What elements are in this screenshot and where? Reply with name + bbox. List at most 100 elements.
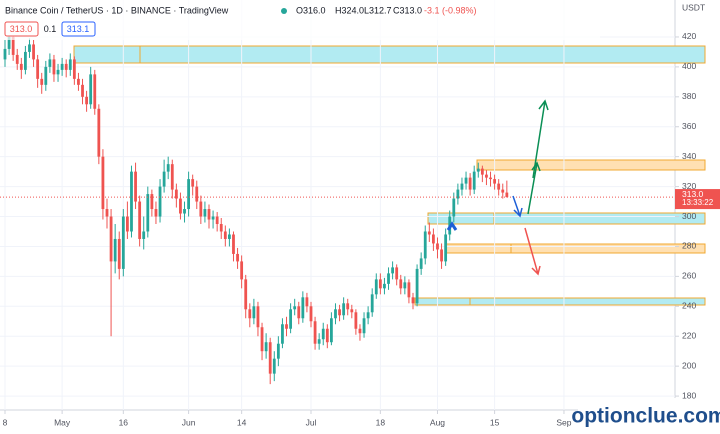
candle-body [89,74,93,105]
candle-body [440,249,443,262]
candle-body [170,164,174,190]
candle-body [48,59,52,67]
last-price-tag [675,189,720,210]
candle-body [289,309,292,329]
candle-body [330,318,333,343]
ohlc-value: C313.0 [393,5,422,15]
candle-body [248,309,252,319]
y-tick-label: 280 [682,241,696,251]
candle-body [44,66,48,85]
marker [446,221,458,231]
candle-body [452,198,456,217]
change: -3.1 (-0.98%) [424,5,477,15]
buy-price: 313.1 [67,24,90,34]
zone [476,159,706,171]
candle-body [228,234,231,239]
candle-body [334,309,337,319]
y-tick-label: 420 [682,31,696,41]
x-tick-label: 14 [237,417,247,427]
candle-body [297,306,301,319]
x-tick-label: 15 [490,417,500,427]
candle-body [505,192,509,198]
candle-body [240,261,244,280]
candle-body [301,297,305,319]
candle-body [3,48,7,60]
y-tick-label: 380 [682,91,696,101]
candle-body [7,36,11,49]
sell-price: 313.0 [10,24,33,34]
candle-body [485,174,488,178]
candle-body [72,59,76,79]
zone [414,297,706,306]
candle-body [93,74,97,109]
countdown: 13:33:22 [682,198,714,207]
candle-body [56,69,60,75]
candle-body [391,267,394,274]
ohlc-value: O316.0 [296,5,326,15]
candle-body [260,327,264,352]
candle-body [138,201,142,239]
candle-body [350,309,354,313]
candle-body [236,253,239,262]
candle-body [285,324,288,329]
sell-badge[interactable] [4,21,39,37]
arrow-down [524,227,541,276]
candle-body [281,324,284,344]
candle-body [374,279,378,295]
candle-body [252,306,256,319]
y-tick-label: 340 [682,151,696,161]
buy-badge[interactable] [61,21,96,37]
candle-body [162,171,166,187]
y-tick-label: 200 [682,360,696,370]
candle-body [207,209,211,220]
candle-body [378,279,382,289]
x-tick-label: May [54,417,71,427]
x-tick-label: Aug [430,417,445,427]
candle-body [126,216,129,232]
y-tick-label: 180 [682,390,696,400]
candle-body [436,243,439,250]
x-tick-label: Jul [306,417,317,427]
candle-body [19,63,23,70]
candle-body [15,54,19,64]
candle-body [24,51,27,70]
candle-body [211,216,215,220]
candle-body [313,321,317,344]
y-tick-label: 400 [682,61,696,71]
candle-body [195,186,199,202]
candle-body [276,343,280,359]
candle-body [383,283,386,289]
header-bg [0,0,600,40]
status-dot [281,8,287,14]
candle-body [395,267,399,280]
candle-body [77,78,80,85]
candle-body [52,59,56,75]
zone [427,212,706,225]
y-tick-label: 300 [682,211,696,221]
candle-body [387,273,390,284]
candle-body [407,282,411,298]
candle-body [68,59,72,70]
candle-body [97,108,101,157]
candle-body [179,198,182,214]
candle-body [81,84,84,97]
candle-body [366,312,370,319]
candle-body [256,306,260,328]
arrow-up [527,161,541,215]
y-tick-label: 360 [682,121,696,131]
x-tick-label: Jun [182,417,196,427]
candle-body [158,186,162,217]
candle-body [40,78,44,85]
candle-body [423,231,427,259]
chart-title: Binance Coin / TetherUS · 1D · BINANCE ·… [5,5,229,15]
candle-body [456,189,460,199]
currency[interactable]: USDT [682,2,705,12]
candle-body [191,179,195,187]
candle-body [117,238,121,269]
candle-body [419,258,423,269]
candle-body [187,179,190,210]
candle-body [317,339,321,344]
candle-body [338,309,341,316]
candle-body [219,224,223,232]
